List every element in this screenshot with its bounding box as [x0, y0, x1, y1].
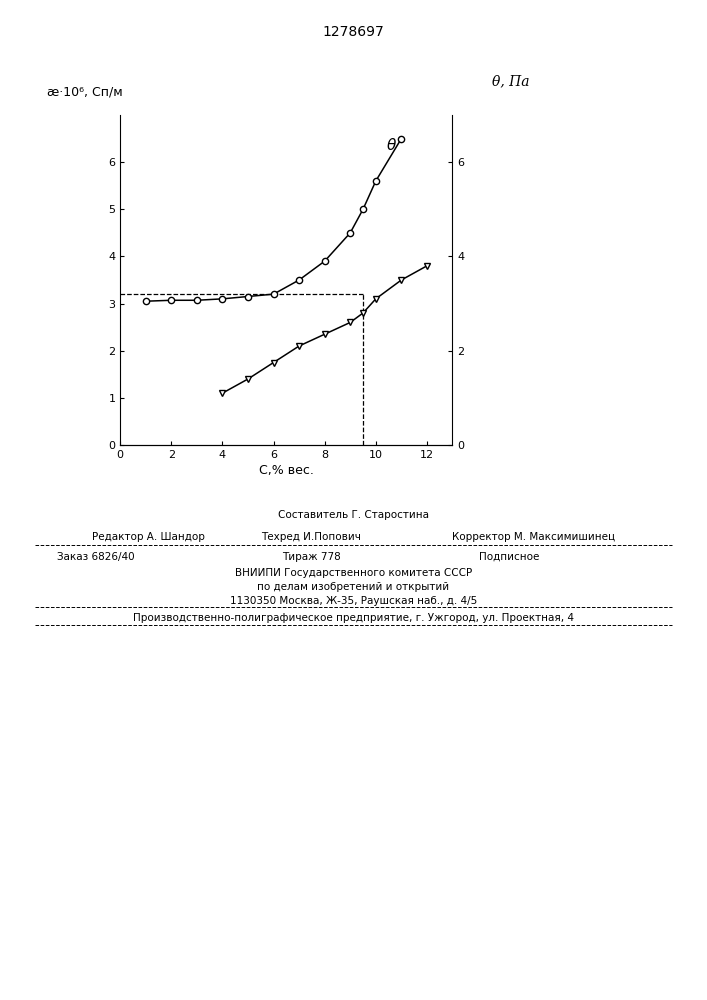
Text: Техред И.Попович: Техред И.Попович — [261, 532, 361, 542]
Text: Редактор А. Шандор: Редактор А. Шандор — [92, 532, 205, 542]
Text: θ, Па: θ, Па — [492, 75, 530, 89]
X-axis label: С,% вес.: С,% вес. — [259, 464, 314, 477]
Text: ВНИИПИ Государственного комитета СССР: ВНИИПИ Государственного комитета СССР — [235, 568, 472, 578]
Text: Составитель Г. Старостина: Составитель Г. Старостина — [278, 510, 429, 520]
Text: Подписное: Подписное — [479, 552, 539, 562]
Text: Корректор М. Максимишинец: Корректор М. Максимишинец — [452, 532, 615, 542]
Text: æ·10⁶, Сп/м: æ·10⁶, Сп/м — [47, 86, 123, 99]
Text: Заказ 6826/40: Заказ 6826/40 — [57, 552, 134, 562]
Text: по делам изобретений и открытий: по делам изобретений и открытий — [257, 582, 450, 592]
Text: 1278697: 1278697 — [322, 25, 385, 39]
Text: 1130350 Москва, Ж-35, Раушская наб., д. 4/5: 1130350 Москва, Ж-35, Раушская наб., д. … — [230, 596, 477, 606]
Text: Производственно-полиграфическое предприятие, г. Ужгород, ул. Проектная, 4: Производственно-полиграфическое предприя… — [133, 613, 574, 623]
Text: $\theta$: $\theta$ — [386, 137, 397, 153]
Text: Тираж 778: Тираж 778 — [281, 552, 341, 562]
